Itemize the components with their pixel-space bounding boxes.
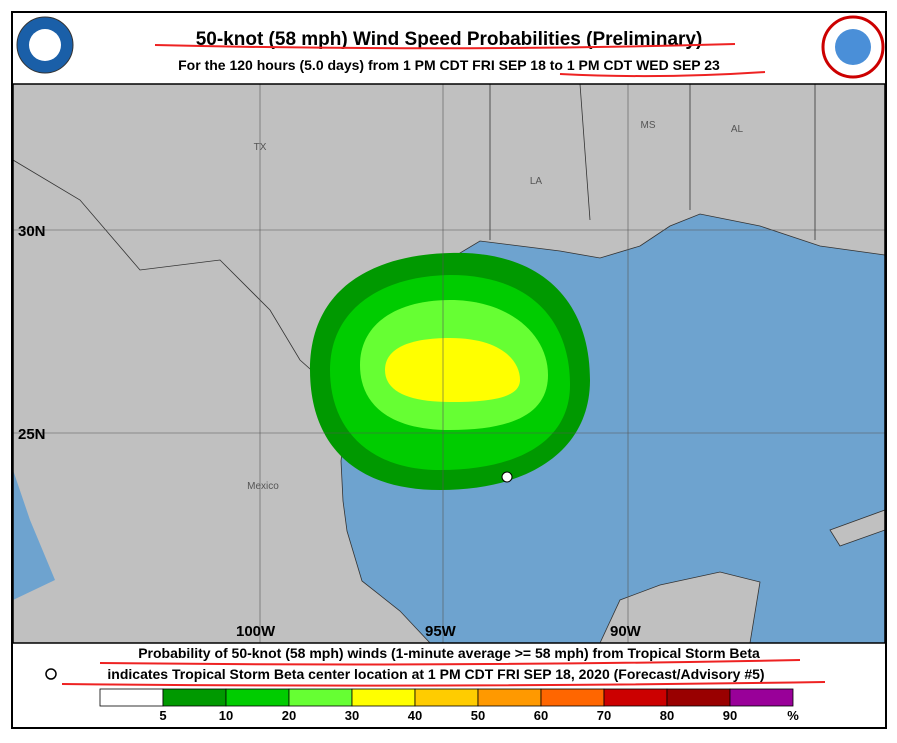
legend-tick: 30 <box>345 708 359 723</box>
footer-line: Probability of 50-knot (58 mph) winds (1… <box>138 645 760 661</box>
legend-swatch <box>666 688 731 707</box>
legend-tick: 50 <box>471 708 485 723</box>
title: 50-knot (58 mph) Wind Speed Probabilitie… <box>196 29 703 50</box>
lon-label: 100W <box>236 623 276 640</box>
region-label: MS <box>641 120 656 131</box>
legend-swatch <box>162 688 227 707</box>
legend-swatch <box>99 688 164 707</box>
legend-swatch <box>729 688 794 707</box>
map: TX LA MS AL Mexico 30N 25N 100W 95W 90W <box>12 83 886 644</box>
legend-swatch <box>603 688 668 707</box>
legend-swatch <box>288 688 353 707</box>
noaa-logo-inner <box>29 29 61 61</box>
annotation-underline <box>99 659 801 666</box>
lat-label: 25N <box>18 426 46 443</box>
annotation-underline <box>154 43 736 50</box>
legend-unit: % <box>787 708 799 723</box>
footer-line: indicates Tropical Storm Beta center loc… <box>107 666 764 682</box>
prob-contour-30 <box>385 338 520 402</box>
legend-tick: 40 <box>408 708 422 723</box>
borders <box>12 83 816 401</box>
legend-swatch <box>414 688 479 707</box>
legend-tick: 80 <box>660 708 674 723</box>
legend-tick: 5 <box>159 708 166 723</box>
legend-tick: 10 <box>219 708 233 723</box>
storm-center <box>501 471 513 483</box>
storm-center-key <box>45 668 57 680</box>
map-border <box>12 83 886 644</box>
legend-swatch <box>225 688 290 707</box>
annotation-underline <box>559 71 766 78</box>
region-label: Mexico <box>247 481 279 492</box>
legend-tick: 90 <box>723 708 737 723</box>
legend: 5 10 20 30 40 50 60 70 80 90% <box>99 688 799 723</box>
legend-tick: 70 <box>597 708 611 723</box>
legend-swatch <box>351 688 416 707</box>
lon-label: 90W <box>610 623 642 640</box>
region-label: TX <box>254 142 267 153</box>
legend-swatch <box>477 688 542 707</box>
legend-tick: 20 <box>282 708 296 723</box>
legend-swatch <box>540 688 605 707</box>
lat-label: 30N <box>18 223 46 240</box>
nws-logo-inner <box>835 29 871 65</box>
region-label: LA <box>530 176 543 187</box>
lon-label: 95W <box>425 623 457 640</box>
legend-tick: 60 <box>534 708 548 723</box>
pacific <box>13 470 55 600</box>
subtitle: For the 120 hours (5.0 days) from 1 PM C… <box>178 57 720 73</box>
region-label: AL <box>731 124 744 135</box>
annotation-underline <box>61 681 826 687</box>
